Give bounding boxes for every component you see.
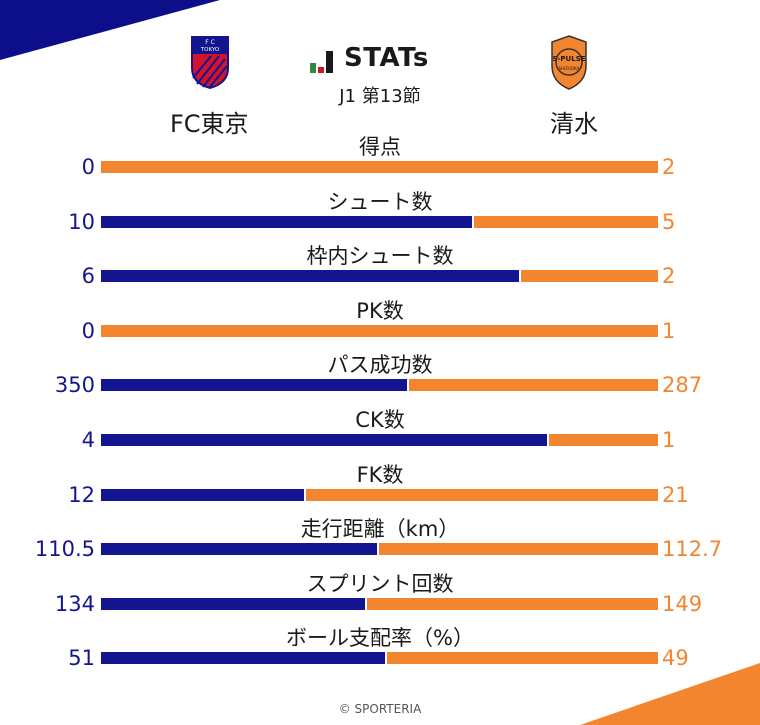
home-bar	[101, 543, 377, 556]
stat-row: シュート数 10 5	[0, 186, 760, 242]
away-bar	[387, 652, 658, 665]
stat-row: スプリント回数 134 149	[0, 568, 760, 624]
bar-track	[101, 652, 658, 665]
brand-title: STATs	[344, 43, 429, 73]
stat-row: 得点 0 2	[0, 131, 760, 187]
bar-track	[101, 488, 658, 501]
bar-track	[101, 597, 658, 610]
bar-divider	[303, 488, 306, 501]
away-bar	[474, 215, 658, 228]
away-bar	[101, 324, 658, 337]
stat-label: CK数	[355, 408, 405, 432]
stat-label: シュート数	[327, 189, 433, 214]
stat-label: PK数	[356, 298, 404, 323]
footer-credit: © SPORTERIA	[338, 702, 422, 716]
home-team-name: FC東京	[170, 110, 249, 138]
stat-label: FK数	[356, 462, 404, 487]
corner-decoration-bottom-right	[580, 663, 760, 725]
home-bar	[101, 270, 519, 283]
stats-brand: STATs	[310, 43, 450, 73]
away-bar	[409, 379, 658, 392]
bar-track	[101, 434, 658, 446]
away-bar	[305, 488, 658, 501]
stat-label: 得点	[359, 135, 401, 159]
away-bar	[520, 270, 658, 283]
away-bar	[366, 597, 658, 610]
bar-track	[101, 324, 658, 337]
away-bar	[548, 434, 658, 446]
bar-divider	[546, 434, 549, 446]
svg-text:SHIZUOKA: SHIZUOKA	[559, 66, 580, 71]
away-value-label: 21	[662, 482, 689, 507]
away-value-label: 2	[662, 264, 676, 289]
bar-track	[101, 543, 658, 556]
stat-row: PK数 0 1	[0, 295, 760, 351]
bar-track	[101, 270, 658, 283]
bar-divider	[518, 270, 521, 283]
stat-row: FK数 12 21	[0, 459, 760, 515]
home-value-label: 4	[81, 428, 95, 452]
svg-text:TOKYO: TOKYO	[200, 47, 220, 53]
corner-decoration-top-left	[0, 0, 220, 60]
bar-divider	[376, 543, 379, 556]
svg-text:S-PULSE: S-PULSE	[552, 55, 585, 63]
away-bar	[378, 543, 658, 556]
stats-logo-icon	[310, 51, 333, 73]
stat-row: 枠内シュート数 6 2	[0, 240, 760, 296]
bar-divider	[364, 597, 367, 610]
match-round: J1 第13節	[339, 86, 421, 107]
away-bar	[101, 161, 658, 173]
away-value-label: 2	[662, 155, 676, 179]
away-value-label: 49	[662, 646, 689, 671]
stat-row: ボール支配率（%） 51 49	[0, 622, 760, 678]
away-team-name: 清水	[550, 110, 598, 138]
home-value-label: 51	[68, 646, 95, 671]
away-value-label: 5	[662, 209, 676, 234]
home-bar	[101, 652, 386, 665]
fc-tokyo-crest-icon: F C TOKYO	[191, 36, 229, 89]
home-value-label: 134	[54, 591, 95, 616]
bar-divider	[472, 215, 475, 228]
stat-label: ボール支配率（%）	[286, 626, 474, 651]
stat-label: 枠内シュート数	[306, 244, 454, 269]
stat-row: パス成功数 350 287	[0, 349, 760, 405]
away-value-label: 1	[662, 428, 676, 452]
home-bar	[101, 434, 547, 446]
stat-row: 走行距離（km） 110.5 112.7	[0, 513, 760, 569]
bar-divider	[407, 379, 410, 392]
stat-label: 走行距離（km）	[300, 517, 460, 542]
bar-track	[101, 161, 658, 173]
bar-track	[101, 215, 658, 228]
away-value-label: 287	[662, 373, 703, 398]
home-value-label: 10	[68, 209, 95, 234]
svg-text:F C: F C	[205, 39, 215, 46]
stat-row: CK数 4 1	[0, 404, 760, 460]
stat-label: スプリント回数	[306, 571, 454, 596]
home-value-label: 0	[81, 155, 95, 179]
bar-track	[101, 379, 658, 392]
home-value-label: 0	[81, 318, 95, 343]
home-value-label: 350	[54, 373, 95, 398]
away-value-label: 1	[662, 318, 676, 343]
shimizu-s-pulse-crest-icon: S-PULSE SHIZUOKA	[551, 35, 587, 90]
stat-label: パス成功数	[327, 353, 433, 378]
away-value-label: 112.7	[662, 537, 723, 562]
home-bar	[101, 215, 473, 228]
home-bar	[101, 597, 365, 610]
bar-divider	[385, 652, 388, 665]
home-value-label: 6	[81, 264, 95, 289]
home-value-label: 110.5	[34, 537, 95, 562]
home-bar	[101, 379, 408, 392]
home-value-label: 12	[68, 482, 95, 507]
home-bar	[101, 488, 304, 501]
away-value-label: 149	[662, 591, 703, 616]
